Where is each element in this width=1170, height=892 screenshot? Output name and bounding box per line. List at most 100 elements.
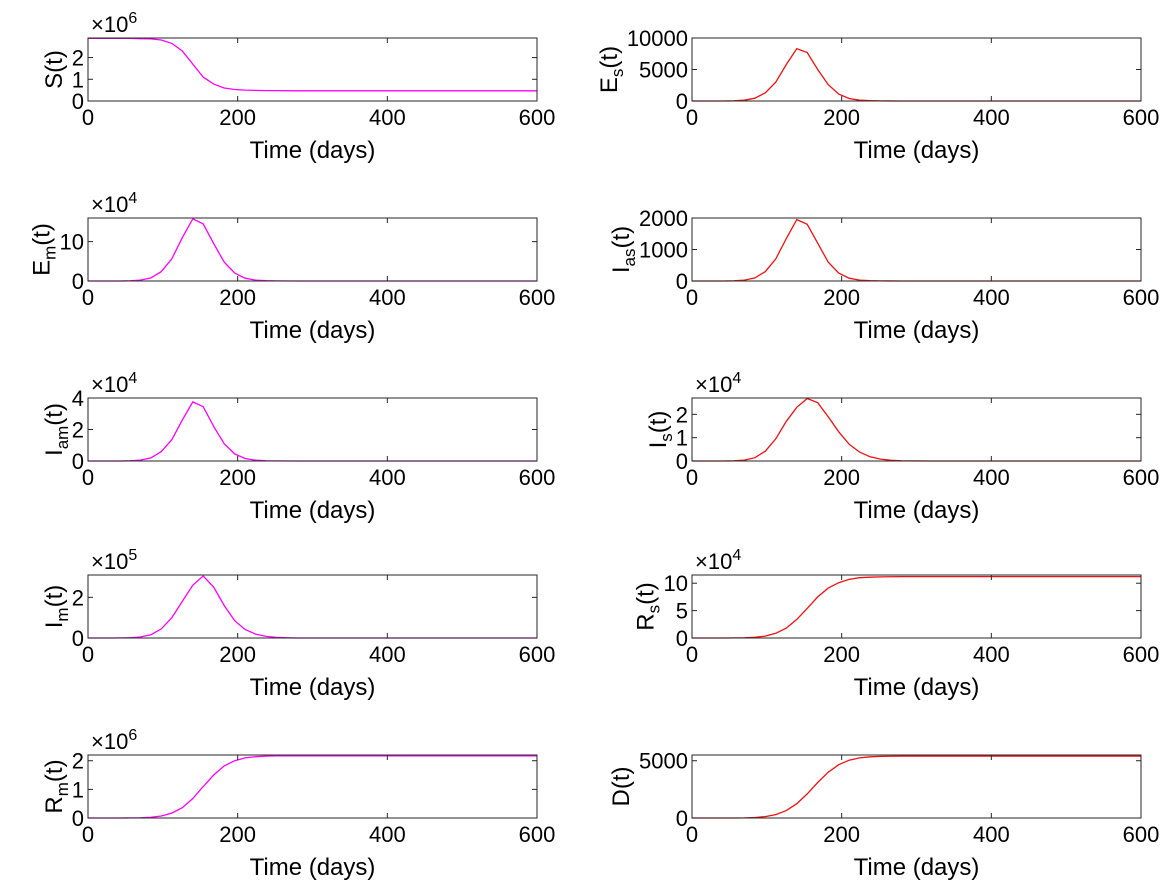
series-line <box>692 47 1141 102</box>
x-tick-label: 200 <box>823 822 860 847</box>
axis-exponent: ×104 <box>91 190 137 217</box>
x-tick-label: 200 <box>823 105 860 130</box>
y-tick-label: 10000 <box>627 26 688 51</box>
x-axis-label: Time (days) <box>854 854 980 881</box>
y-tick-label: 0 <box>676 89 688 114</box>
y-tick-label: 2 <box>72 418 84 443</box>
exponent-times: ×10 <box>91 372 128 397</box>
y-tick-label: 0 <box>72 449 84 474</box>
y-axis-label: Im(t) <box>41 585 72 629</box>
y-label-subscript: m <box>53 782 72 796</box>
x-tick-label: 200 <box>219 642 256 667</box>
y-label-base: R <box>41 796 68 813</box>
y-label-subscript: s <box>608 69 627 78</box>
axis-exponent: ×106 <box>91 727 137 754</box>
y-tick-label: 2 <box>676 402 688 427</box>
axes-box <box>691 754 1142 819</box>
x-tick-label: 0 <box>82 285 94 310</box>
axes-box <box>87 217 538 282</box>
x-axis-label: Time (days) <box>250 854 376 881</box>
x-axis-label: Time (days) <box>250 674 376 701</box>
series-line <box>88 401 537 462</box>
y-tick-label: 1 <box>676 426 688 451</box>
y-tick-label: 0 <box>676 806 688 831</box>
y-tick-label: 2 <box>72 749 84 774</box>
x-tick-label: 0 <box>686 105 698 130</box>
x-tick-label: 200 <box>219 105 256 130</box>
axes-box <box>87 37 538 102</box>
y-axis-label: S(t) <box>41 50 68 89</box>
y-label-base: I <box>41 622 68 629</box>
x-tick-label: 200 <box>219 285 256 310</box>
subplot-2: 0 200 400 600 0 5000 10000 Time (days) Es(t) <box>596 26 1159 164</box>
exponent-power: 5 <box>128 547 137 564</box>
x-axis-label: Time (days) <box>854 674 980 701</box>
x-tick-label: 600 <box>1123 285 1160 310</box>
y-label-base: D <box>608 789 635 806</box>
axes-box <box>87 574 538 639</box>
y-label-subscript: s <box>657 433 676 442</box>
axis-exponent: ×104 <box>695 547 741 574</box>
axis-exponent: ×105 <box>91 547 137 574</box>
series-line <box>692 755 1141 819</box>
y-axis-label: Em(t) <box>29 223 60 276</box>
y-label-base: E <box>596 77 623 93</box>
exponent-times: ×10 <box>695 372 732 397</box>
exponent-power: 6 <box>128 10 137 27</box>
y-label-subscript: s <box>645 605 664 614</box>
x-tick-label: 600 <box>1123 822 1160 847</box>
x-tick-label: 200 <box>823 642 860 667</box>
x-tick-label: 0 <box>686 465 698 490</box>
y-label-subscript: am <box>53 426 72 450</box>
exponent-times: ×10 <box>91 192 128 217</box>
x-tick-label: 400 <box>973 105 1010 130</box>
x-axis-label: Time (days) <box>854 497 980 524</box>
y-label-base: I <box>608 266 635 273</box>
axes-box <box>87 754 538 819</box>
y-axis-label: Iam(t) <box>41 403 72 456</box>
y-axis-label: D(t) <box>608 767 635 807</box>
exponent-power: 6 <box>128 727 137 744</box>
x-tick-label: 400 <box>369 822 406 847</box>
x-tick-label: 600 <box>1123 105 1160 130</box>
x-tick-label: 600 <box>519 642 556 667</box>
axes-box <box>691 397 1142 462</box>
y-label-base: S <box>41 73 68 89</box>
axes-box <box>691 217 1142 282</box>
y-axis-label: Ias(t) <box>608 226 639 273</box>
y-tick-label: 2 <box>72 46 84 71</box>
y-tick-label: 4 <box>72 386 84 411</box>
y-tick-label: 0 <box>72 89 84 114</box>
x-tick-label: 0 <box>686 642 698 667</box>
exponent-times: ×10 <box>695 549 732 574</box>
x-tick-label: 200 <box>823 465 860 490</box>
y-label-subscript: m <box>53 607 72 621</box>
y-label-suffix: (t) <box>608 767 635 790</box>
y-label-suffix: (t) <box>645 411 672 434</box>
series-line <box>692 397 1141 462</box>
y-tick-label: 5 <box>676 599 688 624</box>
x-tick-label: 200 <box>219 822 256 847</box>
axes-box <box>87 397 538 462</box>
subplot-4: 0 200 400 600 0 1000 2000 Time (days) Ias(t) <box>608 206 1159 344</box>
x-axis-label: Time (days) <box>250 137 376 164</box>
y-tick-label: 10 <box>60 230 84 255</box>
y-axis-label: Rm(t) <box>41 759 72 813</box>
y-label-suffix: (t) <box>41 403 68 426</box>
x-axis-label: Time (days) <box>250 317 376 344</box>
y-tick-label: 5000 <box>639 749 688 774</box>
x-tick-label: 0 <box>686 285 698 310</box>
x-tick-label: 600 <box>1123 465 1160 490</box>
x-tick-label: 400 <box>369 285 406 310</box>
subplot-10: 0 200 400 600 0 5000 Time (days) D(t) <box>608 749 1159 881</box>
exponent-power: 4 <box>732 370 741 387</box>
x-tick-label: 400 <box>973 642 1010 667</box>
y-label-suffix: (t) <box>596 46 623 69</box>
y-label-subscript: as <box>620 249 639 267</box>
x-tick-label: 400 <box>973 285 1010 310</box>
series-line <box>692 218 1141 282</box>
y-label-base: I <box>645 442 672 449</box>
y-label-subscript: m <box>41 246 60 260</box>
